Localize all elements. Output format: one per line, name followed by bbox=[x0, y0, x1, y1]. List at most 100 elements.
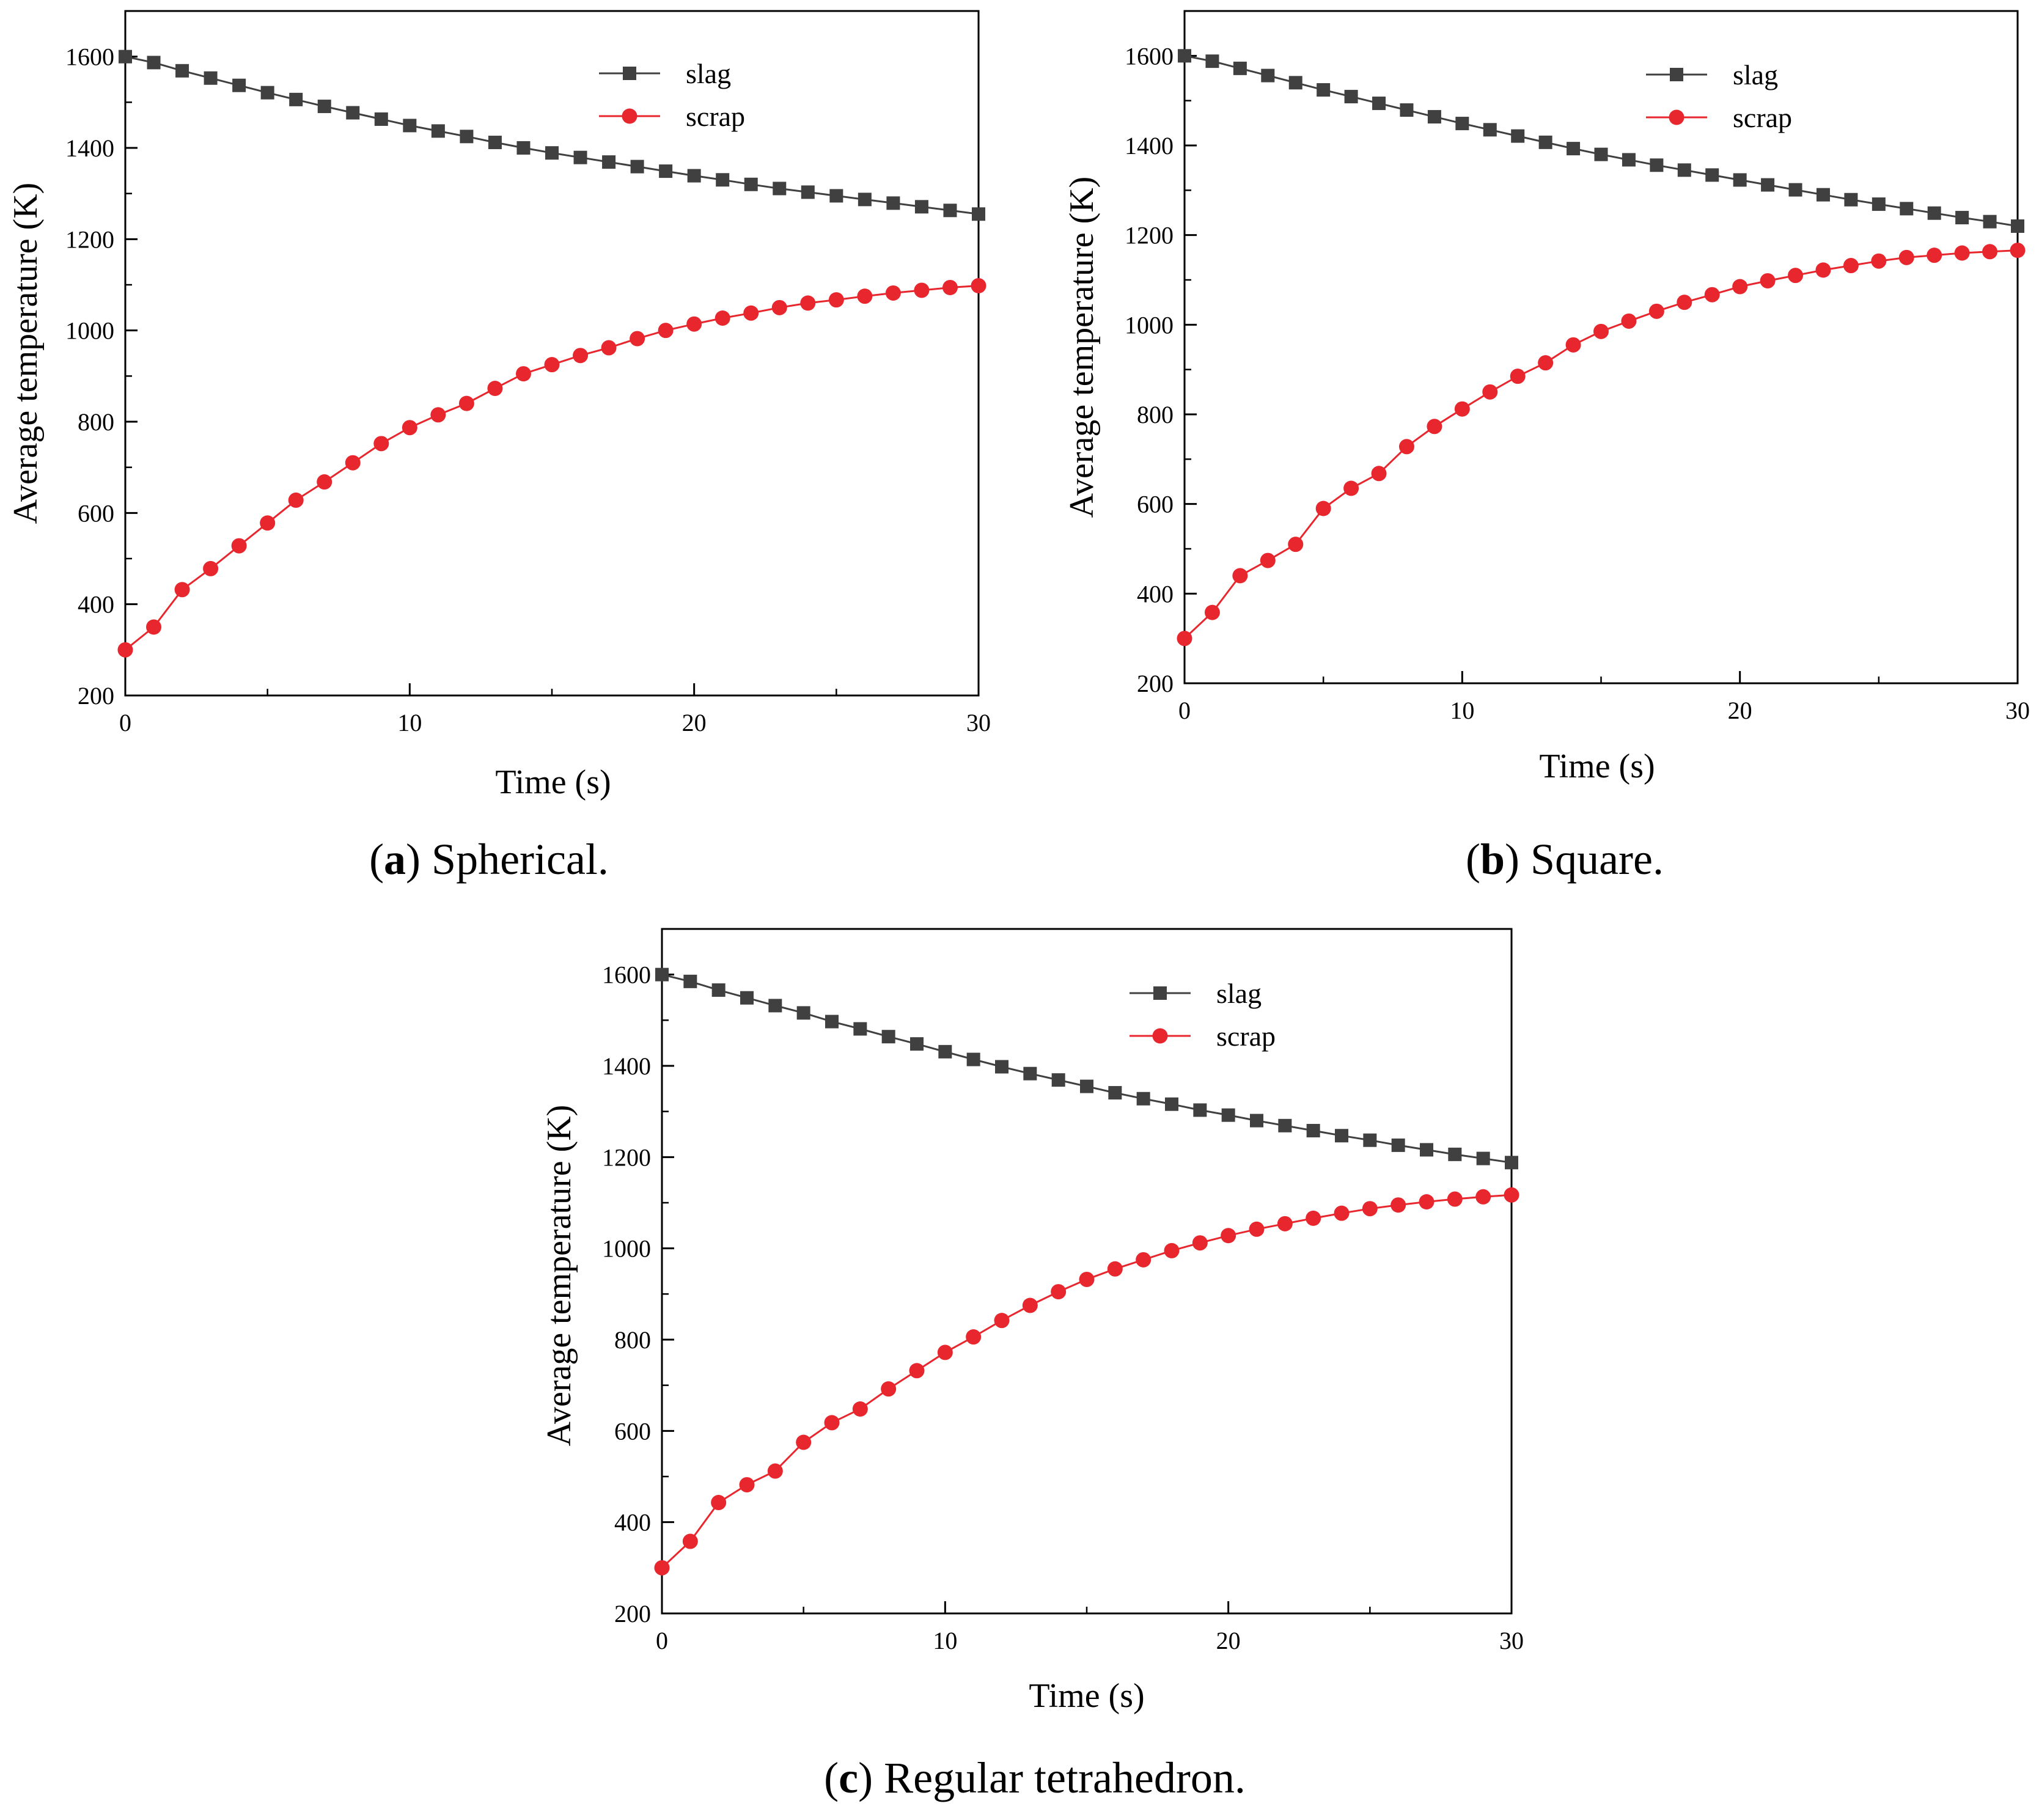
data-point-scrap-c bbox=[1391, 1197, 1406, 1213]
y-tick-label-b: 800 bbox=[1137, 401, 1174, 428]
legend-marker-slag-a bbox=[623, 67, 636, 80]
data-point-slag-b bbox=[1400, 103, 1414, 117]
data-point-scrap-a bbox=[715, 310, 730, 326]
data-point-scrap-c bbox=[796, 1434, 812, 1450]
x-axis-label-b: Time (s) bbox=[1539, 747, 1655, 785]
data-point-scrap-c bbox=[682, 1533, 698, 1549]
data-point-scrap-b bbox=[1232, 568, 1248, 584]
data-point-scrap-a bbox=[771, 299, 787, 315]
data-point-slag-c bbox=[1250, 1114, 1263, 1128]
data-point-slag-a bbox=[972, 207, 985, 221]
data-point-slag-c bbox=[1448, 1147, 1462, 1161]
data-point-slag-b bbox=[1705, 168, 1719, 182]
data-point-slag-b bbox=[1427, 110, 1441, 124]
data-point-slag-b bbox=[2011, 219, 2024, 233]
data-point-scrap-b bbox=[1898, 249, 1914, 265]
data-point-scrap-a bbox=[458, 395, 474, 411]
data-point-scrap-c bbox=[1107, 1261, 1123, 1277]
y-tick-label-a: 1400 bbox=[65, 134, 114, 162]
data-point-scrap-b bbox=[1482, 384, 1498, 400]
data-point-slag-c bbox=[683, 974, 697, 988]
data-point-scrap-a bbox=[231, 538, 247, 554]
data-point-scrap-c bbox=[767, 1463, 783, 1479]
data-point-scrap-c bbox=[909, 1363, 925, 1379]
data-point-slag-a bbox=[488, 136, 502, 150]
y-axis-label-b: Average temperature (K) bbox=[1063, 177, 1101, 518]
x-axis-label-a: Time (s) bbox=[495, 763, 611, 801]
y-axis-label-a: Average temperature (K) bbox=[7, 183, 45, 524]
data-point-scrap-c bbox=[1447, 1191, 1463, 1207]
data-point-scrap-a bbox=[942, 279, 958, 295]
y-tick-label-b: 1600 bbox=[1125, 42, 1174, 70]
data-point-slag-b bbox=[1205, 54, 1219, 68]
data-point-scrap-b bbox=[1454, 401, 1470, 417]
data-point-slag-a bbox=[374, 112, 388, 126]
data-point-scrap-a bbox=[345, 455, 361, 471]
data-point-slag-c bbox=[1193, 1103, 1207, 1117]
data-point-slag-c bbox=[1221, 1108, 1235, 1122]
x-axis-label-c: Time (s) bbox=[1029, 1677, 1144, 1715]
data-point-slag-a bbox=[886, 196, 900, 210]
data-point-slag-c bbox=[938, 1044, 952, 1059]
legend-label-scrap-c: scrap bbox=[1216, 1021, 1276, 1052]
data-point-scrap-c bbox=[1051, 1284, 1067, 1300]
data-point-scrap-a bbox=[260, 515, 276, 531]
data-point-slag-b bbox=[1372, 97, 1386, 111]
data-point-scrap-c bbox=[1192, 1235, 1208, 1251]
data-point-slag-c bbox=[966, 1052, 980, 1066]
data-point-slag-b bbox=[1317, 83, 1331, 97]
data-point-scrap-b bbox=[1621, 313, 1637, 329]
y-tick-label-c: 200 bbox=[614, 1600, 651, 1627]
y-tick-label-a: 1600 bbox=[65, 43, 114, 71]
data-point-slag-b bbox=[1761, 178, 1775, 192]
caption-b-text: Square. bbox=[1519, 835, 1664, 884]
data-point-slag-a bbox=[403, 119, 417, 133]
data-point-scrap-c bbox=[1419, 1194, 1435, 1210]
data-point-scrap-a bbox=[544, 357, 560, 373]
data-point-slag-c bbox=[881, 1030, 895, 1044]
data-point-scrap-a bbox=[373, 436, 389, 452]
y-tick-label-a: 1200 bbox=[65, 226, 114, 253]
data-point-slag-c bbox=[853, 1022, 867, 1036]
data-point-scrap-c bbox=[739, 1477, 755, 1492]
data-point-slag-b bbox=[1344, 90, 1358, 104]
data-point-scrap-c bbox=[1306, 1210, 1321, 1226]
data-point-scrap-b bbox=[1593, 323, 1609, 339]
data-point-scrap-a bbox=[630, 331, 645, 347]
y-tick-label-c: 800 bbox=[614, 1326, 651, 1354]
data-point-slag-c bbox=[1363, 1133, 1377, 1147]
y-tick-label-a: 800 bbox=[78, 408, 114, 436]
data-point-scrap-c bbox=[881, 1381, 897, 1397]
data-point-slag-c bbox=[1420, 1143, 1433, 1157]
data-point-slag-c bbox=[995, 1060, 1008, 1074]
legend-label-scrap-b: scrap bbox=[1733, 102, 1792, 133]
data-point-slag-b bbox=[1844, 193, 1858, 207]
data-point-slag-a bbox=[716, 173, 730, 187]
y-tick-label-b: 1200 bbox=[1125, 222, 1174, 249]
data-point-slag-a bbox=[204, 71, 218, 85]
data-point-scrap-b bbox=[1788, 268, 1804, 284]
x-tick-label-b: 0 bbox=[1178, 697, 1191, 724]
data-point-scrap-c bbox=[1277, 1216, 1293, 1231]
data-point-slag-c bbox=[1391, 1138, 1405, 1152]
data-point-scrap-c bbox=[966, 1329, 982, 1345]
y-tick-label-b: 400 bbox=[1137, 580, 1174, 607]
data-point-slag-b bbox=[1677, 163, 1691, 177]
caption-a-letter: a bbox=[384, 835, 406, 884]
data-point-scrap-c bbox=[1164, 1242, 1180, 1258]
data-point-slag-c bbox=[655, 967, 669, 982]
x-tick-label-a: 10 bbox=[397, 709, 422, 736]
y-tick-label-c: 1400 bbox=[602, 1052, 651, 1080]
data-point-slag-c bbox=[711, 983, 726, 997]
data-point-slag-a bbox=[431, 124, 445, 138]
series-line-slag-c bbox=[661, 974, 1512, 1164]
data-point-slag-b bbox=[1900, 202, 1914, 216]
y-tick-label-a: 600 bbox=[78, 499, 114, 527]
data-point-scrap-b bbox=[1565, 337, 1581, 353]
data-point-scrap-a bbox=[971, 277, 986, 293]
data-point-slag-a bbox=[260, 86, 274, 100]
legend-label-scrap-a: scrap bbox=[686, 101, 745, 132]
caption-a-text: Spherical. bbox=[421, 835, 609, 884]
data-point-scrap-b bbox=[1927, 248, 1942, 263]
x-tick-label-a: 0 bbox=[119, 709, 131, 736]
